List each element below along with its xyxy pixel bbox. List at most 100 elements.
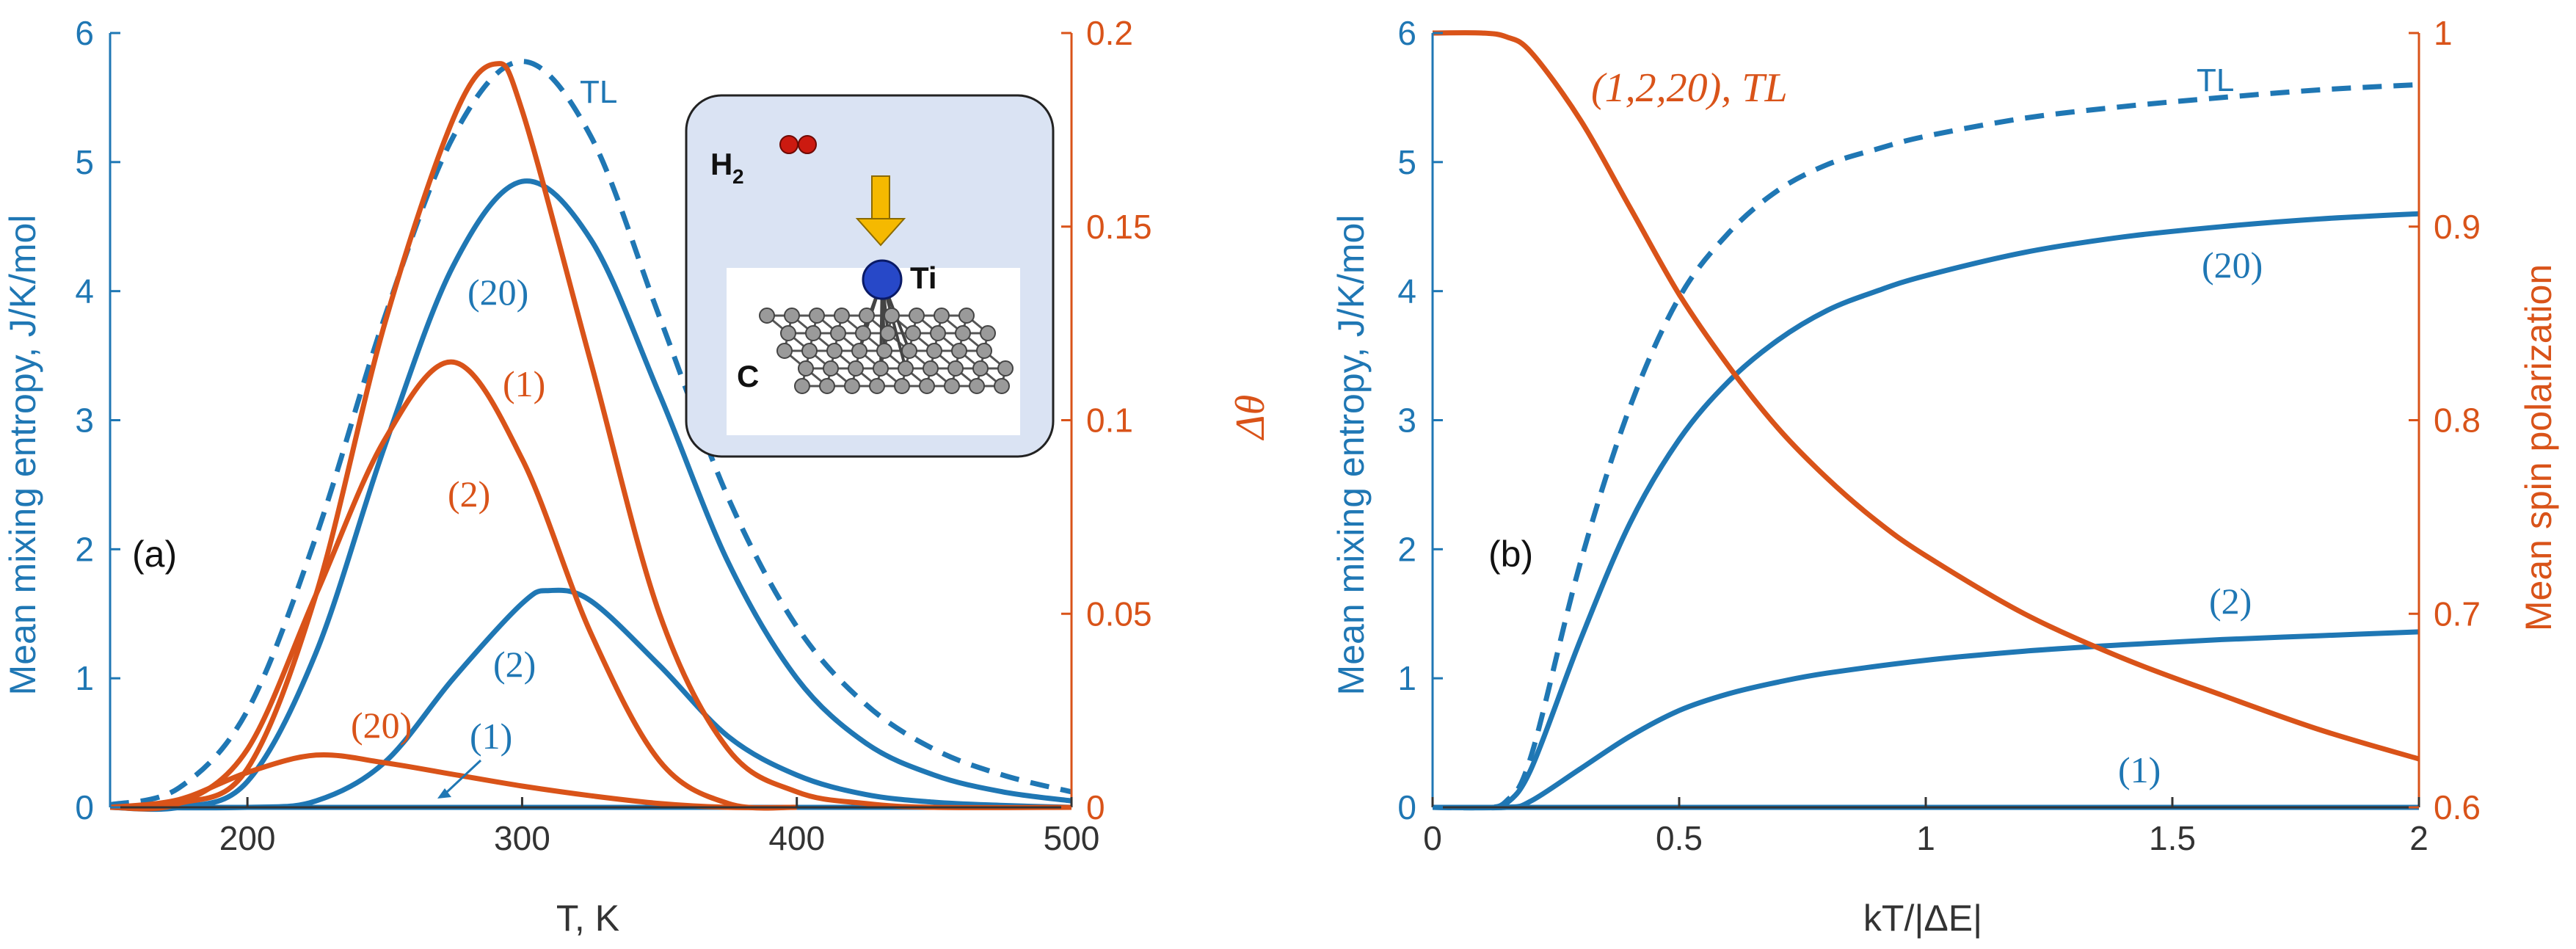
y-right-tick-label: 0.05 bbox=[1086, 595, 1152, 633]
carbon-atom-icon bbox=[894, 378, 910, 394]
inset-ti-label: Ti bbox=[910, 261, 937, 295]
carbon-atom-icon bbox=[969, 378, 985, 394]
series-b-0-left bbox=[1432, 81, 2420, 811]
y-left-tick-label: 5 bbox=[75, 143, 94, 181]
carbon-atom-icon bbox=[780, 325, 796, 341]
panel-b-label: (b) bbox=[1488, 534, 1533, 575]
ti-atom-icon bbox=[862, 259, 903, 300]
y-left-tick-label: 2 bbox=[75, 530, 94, 568]
series-b-4-right bbox=[1432, 30, 2420, 762]
panel-b-lines bbox=[1432, 30, 2420, 811]
y-left-tick-label: 4 bbox=[1397, 272, 1416, 310]
annot-a-1-blue: (1) bbox=[470, 716, 512, 757]
series-b-2-left bbox=[1432, 629, 2420, 811]
annot-a-tl: TL bbox=[580, 74, 617, 110]
y-left-tick-label: 2 bbox=[1397, 530, 1416, 568]
annot-a-20-orange: (20) bbox=[351, 705, 412, 746]
series-a-5-right bbox=[109, 359, 797, 812]
carbon-atom-icon bbox=[994, 378, 1010, 394]
annot-a-2-orange: (2) bbox=[448, 473, 490, 515]
y-left-tick-label: 3 bbox=[75, 401, 94, 440]
y-left-tick-label: 6 bbox=[75, 14, 94, 52]
x-tick-label: 1 bbox=[1916, 819, 1935, 857]
carbon-atom-icon bbox=[944, 378, 960, 394]
panel-b-xlabel: kT/|ΔE| bbox=[1863, 898, 1982, 939]
inset-c-label: C bbox=[737, 359, 759, 393]
carbon-atom-icon bbox=[819, 378, 835, 394]
carbon-atom-icon bbox=[884, 308, 900, 324]
y-left-tick-label: 1 bbox=[75, 659, 94, 697]
carbon-atom-icon bbox=[880, 325, 896, 341]
carbon-atom-icon bbox=[951, 343, 967, 359]
annot-b-20: (20) bbox=[2202, 244, 2263, 286]
inset-adsorption: H 2 Ti C bbox=[685, 94, 1055, 458]
y-right-tick-label: 0.6 bbox=[2434, 788, 2481, 826]
x-tick-label: 400 bbox=[768, 819, 825, 857]
carbon-atom-icon bbox=[844, 378, 860, 394]
y-left-tick-label: 5 bbox=[1397, 143, 1416, 181]
carbon-atom-icon bbox=[905, 325, 921, 341]
carbon-atom-icon bbox=[926, 343, 942, 359]
carbon-atom-icon bbox=[830, 325, 846, 341]
carbon-atom-icon bbox=[851, 343, 867, 359]
carbon-atom-icon bbox=[919, 378, 935, 394]
y-right-tick-label: 0.9 bbox=[2434, 208, 2481, 246]
carbon-atom-icon bbox=[958, 308, 975, 324]
panel-a-label: (a) bbox=[132, 534, 177, 575]
carbon-atom-icon bbox=[794, 378, 810, 394]
carbon-atom-icon bbox=[976, 343, 992, 359]
carbon-atom-icon bbox=[798, 360, 814, 377]
panel-b-axes: 0 0.5 1 1.5 2 0 1 2 3 4 5 6 0.6 0.7 0.8 0.9 1 bbox=[1397, 14, 2481, 857]
carbon-atom-icon bbox=[776, 343, 793, 359]
carbon-atom-icon bbox=[972, 360, 989, 377]
x-tick-label: 2 bbox=[2409, 819, 2428, 857]
annot-a-20-blue: (20) bbox=[467, 272, 528, 313]
series-a-6-right bbox=[109, 752, 797, 810]
x-tick-label: 200 bbox=[219, 819, 276, 857]
annot-a-2-blue: (2) bbox=[493, 644, 536, 685]
carbon-atom-icon bbox=[823, 360, 839, 377]
series-a-0-left bbox=[109, 59, 1072, 807]
carbon-atom-icon bbox=[873, 360, 889, 377]
inset-h2-label: H bbox=[710, 147, 732, 181]
carbon-atom-icon bbox=[805, 325, 821, 341]
panel-b: 0 0.5 1 1.5 2 0 1 2 3 4 5 6 0.6 0.7 0.8 0.9 1 Mean mixin… bbox=[1331, 14, 2559, 939]
annot-b-1: (1) bbox=[2118, 749, 2161, 790]
carbon-atom-icon bbox=[801, 343, 818, 359]
y-left-tick-label: 1 bbox=[1397, 659, 1416, 697]
carbon-atom-icon bbox=[809, 308, 825, 324]
carbon-lattice-icon bbox=[759, 279, 1014, 394]
x-tick-label: 300 bbox=[494, 819, 550, 857]
annot-b-tl: TL bbox=[2197, 62, 2234, 98]
y-right-tick-label: 0 bbox=[1086, 788, 1105, 826]
carbon-atom-icon bbox=[834, 308, 850, 324]
x-tick-label: 0.5 bbox=[1656, 819, 1703, 857]
carbon-atom-icon bbox=[955, 325, 971, 341]
panel-a-ylabel-right: Δθ bbox=[1228, 395, 1273, 440]
carbon-atom-icon bbox=[784, 308, 800, 324]
carbon-atom-icon bbox=[876, 343, 892, 359]
down-arrow-icon bbox=[855, 175, 906, 247]
inset-h2-subscript: 2 bbox=[732, 165, 744, 188]
h2-molecule-icon bbox=[779, 135, 817, 154]
x-tick-label: 1.5 bbox=[2149, 819, 2196, 857]
carbon-atom-icon bbox=[997, 360, 1014, 377]
carbon-atom-icon bbox=[947, 360, 964, 377]
y-left-tick-label: 3 bbox=[1397, 401, 1416, 440]
y-right-tick-label: 0.8 bbox=[2434, 401, 2481, 440]
annot-b-all-orange: (1,2,20), TL bbox=[1591, 65, 1788, 111]
panel-a-ylabel-left: Mean mixing entropy, J/K/mol bbox=[2, 215, 43, 696]
y-right-tick-label: 1 bbox=[2434, 14, 2453, 52]
series-a-4-right bbox=[109, 61, 1072, 810]
carbon-atom-icon bbox=[848, 360, 864, 377]
carbon-atom-icon bbox=[855, 325, 871, 341]
carbon-atom-icon bbox=[869, 378, 885, 394]
carbon-atom-icon bbox=[901, 343, 917, 359]
carbon-atom-icon bbox=[923, 360, 939, 377]
panel-b-ylabel-left: Mean mixing entropy, J/K/mol bbox=[1331, 215, 1372, 696]
panel-b-ylabel-right: Mean spin polarization bbox=[2518, 264, 2559, 631]
carbon-atom-icon bbox=[934, 308, 950, 324]
carbon-atom-icon bbox=[930, 325, 946, 341]
